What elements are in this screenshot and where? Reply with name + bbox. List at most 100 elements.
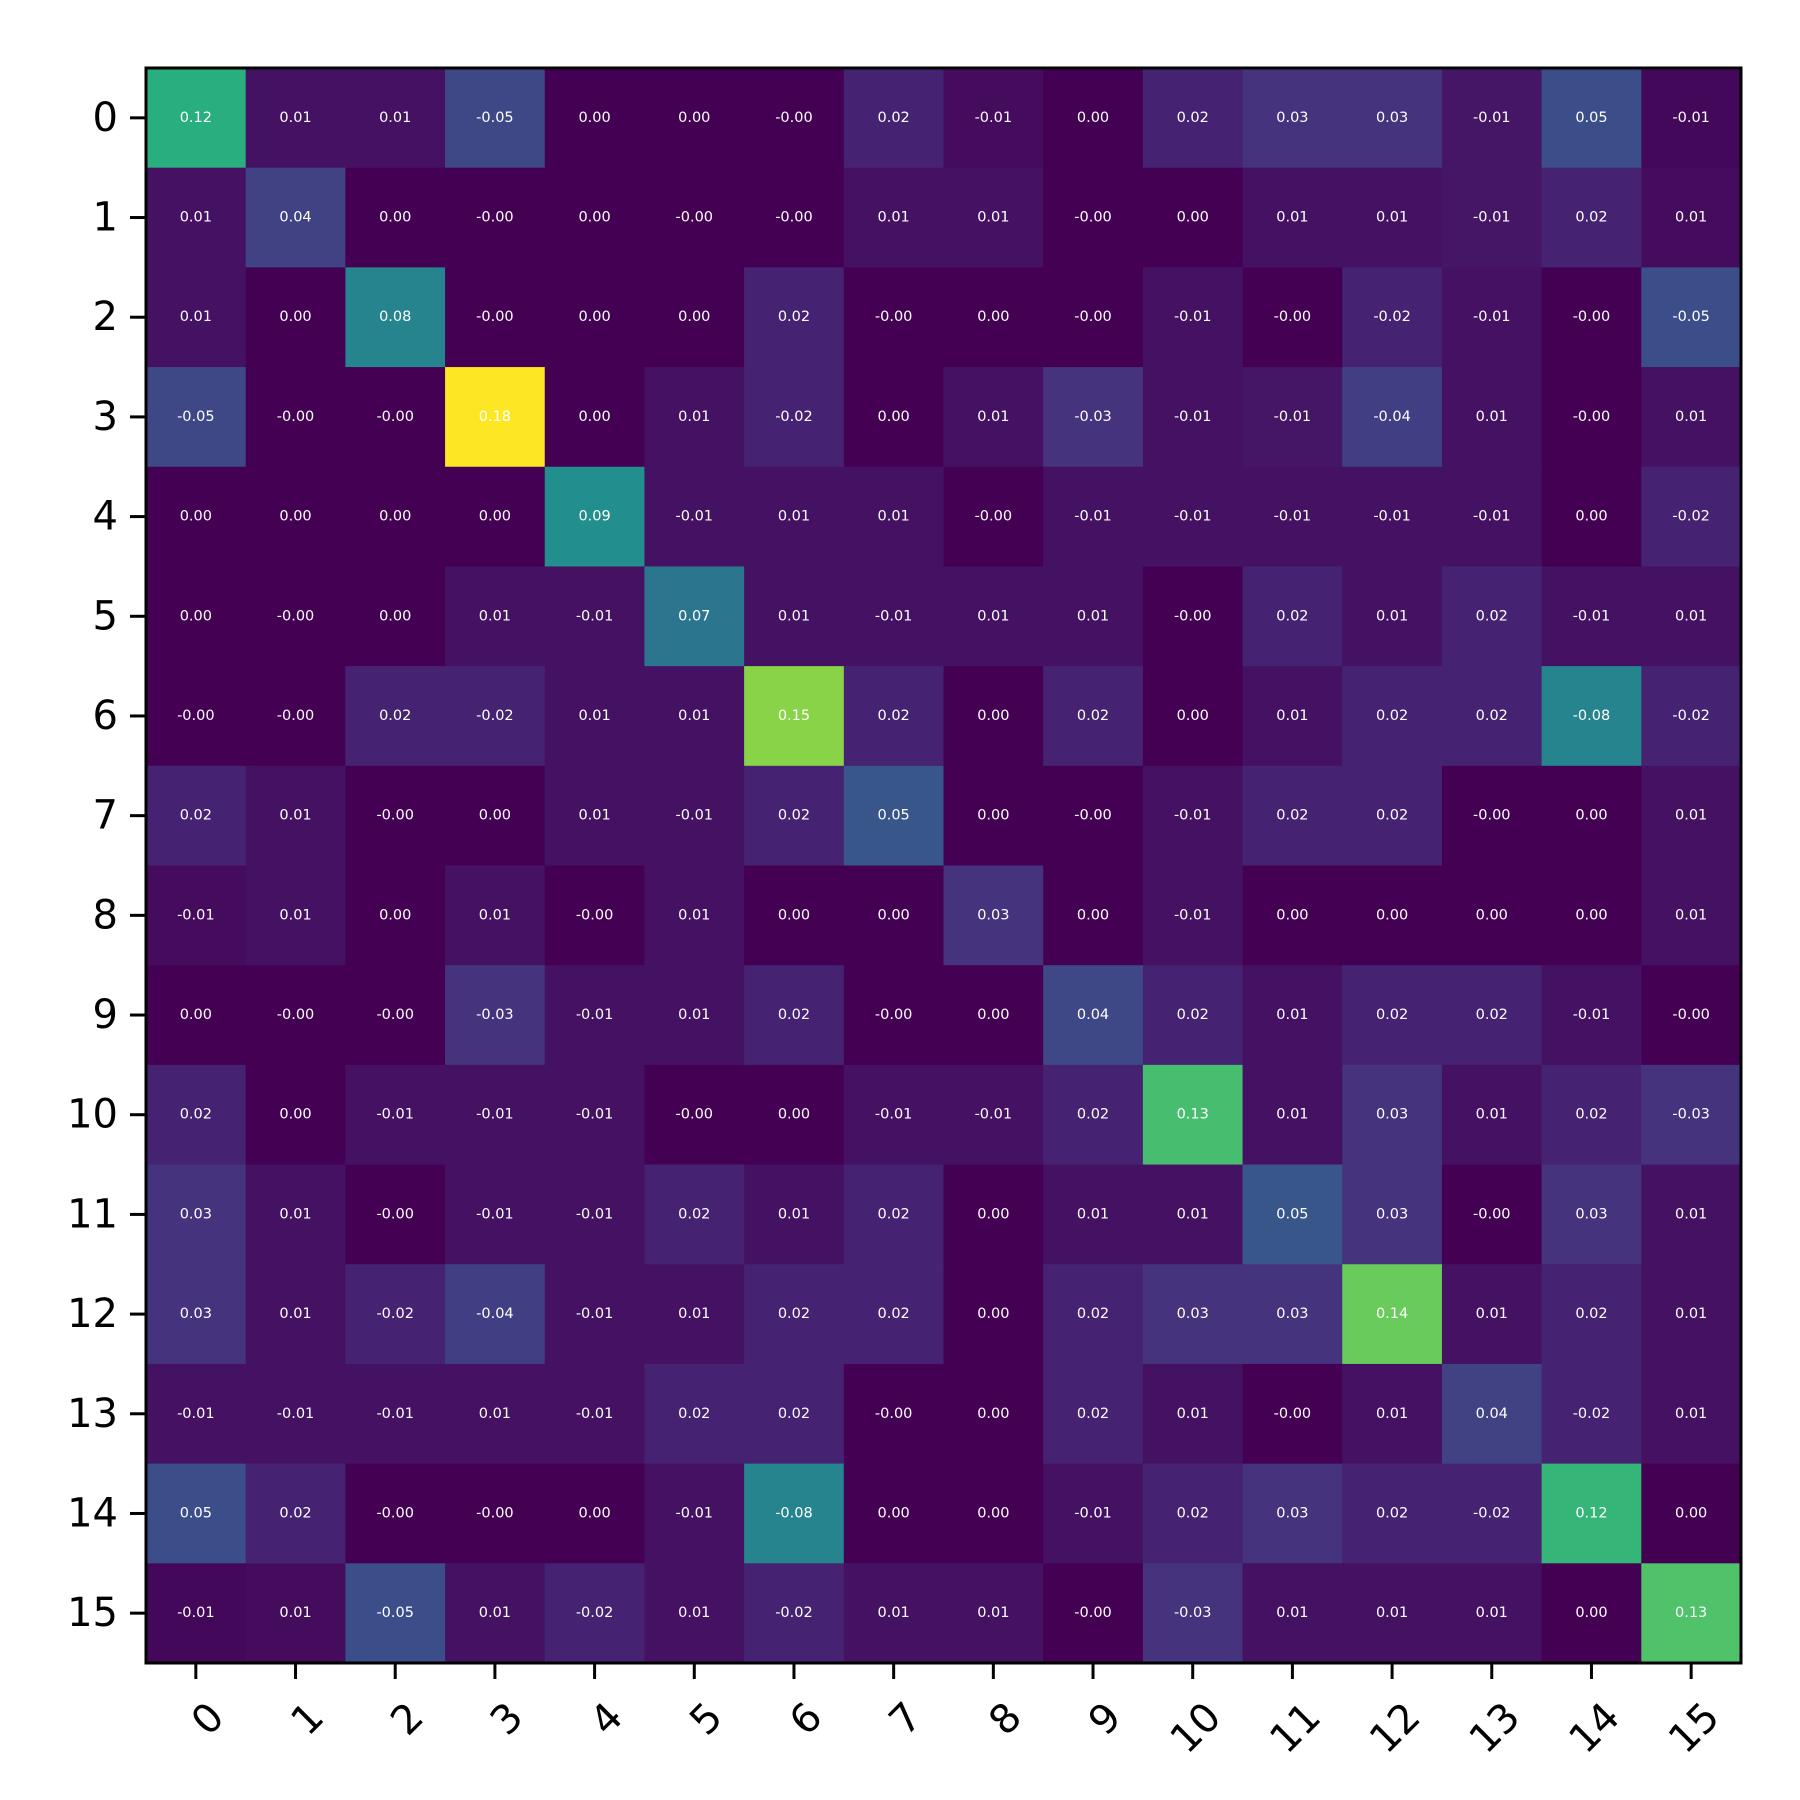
cell-value-label: -0.01 [177, 1406, 215, 1422]
cell-value-label: 0.02 [778, 1306, 810, 1322]
heatmap-cell [245, 1164, 346, 1265]
cell-value-label: 0.00 [1077, 110, 1109, 126]
heatmap-cell [1142, 566, 1244, 667]
cell-value-label: 0.01 [180, 210, 212, 226]
cell-value-label: -0.03 [1074, 409, 1112, 425]
heatmap-cell [744, 1563, 845, 1664]
cell-value-label: 0.03 [1276, 1306, 1308, 1322]
cell-value-label: -0.00 [376, 1206, 414, 1222]
heatmap-cell [445, 566, 546, 667]
cell-value-label: -0.01 [1473, 509, 1511, 525]
heatmap-cell [1342, 1064, 1443, 1166]
cell-value-label: 0.02 [878, 1206, 910, 1222]
heatmap-cell [1242, 1064, 1343, 1166]
heatmap-cell [1641, 765, 1742, 866]
heatmap-cell [1541, 1164, 1642, 1265]
y-tick-label: 7 [93, 793, 118, 839]
heatmap-cell [245, 1363, 346, 1465]
cell-value-label: -0.00 [277, 608, 315, 624]
heatmap-cell [544, 1264, 645, 1365]
cell-value-label: 0.00 [977, 1406, 1009, 1422]
heatmap-cell [1342, 1463, 1443, 1564]
heatmap-cell [1541, 765, 1642, 866]
heatmap-cell [544, 566, 645, 667]
heatmap-cell [1641, 68, 1742, 169]
heatmap-cell [1641, 1363, 1742, 1465]
heatmap-cell [1641, 167, 1742, 268]
x-tick-label: 3 [482, 1694, 533, 1745]
heatmap-cell [1043, 1563, 1144, 1664]
cell-value-label: -0.00 [376, 1007, 414, 1023]
heatmap-cell [843, 1463, 944, 1564]
cell-value-label: 0.01 [479, 1406, 511, 1422]
cell-value-label: -0.01 [576, 1406, 614, 1422]
heatmap-cell [1541, 367, 1642, 468]
heatmap-cell [744, 1363, 845, 1465]
cell-value-label: 0.04 [279, 210, 311, 226]
cell-value-label: -0.01 [1373, 509, 1411, 525]
cell-value-label: 0.01 [977, 608, 1009, 624]
y-tick-label: 15 [67, 1590, 118, 1636]
cell-value-label: -0.02 [576, 1605, 614, 1621]
heatmap-cell [1242, 666, 1343, 767]
cell-value-label: -0.00 [875, 1406, 913, 1422]
cell-value-label: 0.01 [1675, 907, 1707, 923]
cell-value-label: 0.02 [778, 808, 810, 824]
cell-value-label: -0.00 [476, 210, 514, 226]
heatmap-cell [1441, 765, 1543, 866]
heatmap-cell [644, 68, 745, 169]
heatmap-cell [1242, 865, 1343, 966]
heatmap-cell [1043, 865, 1144, 966]
cell-value-label: -0.05 [476, 110, 514, 126]
cell-value-label: 0.02 [1476, 608, 1508, 624]
heatmap-cell [843, 167, 944, 268]
heatmap-cell [445, 68, 546, 169]
cell-value-label: -0.01 [1174, 409, 1212, 425]
cell-value-label: 0.02 [180, 1107, 212, 1123]
heatmap-cell [1342, 466, 1443, 567]
heatmap-cell [744, 965, 845, 1066]
heatmap-cell [544, 666, 645, 767]
heatmap-cell [644, 1463, 745, 1564]
cell-value-label: 0.02 [1077, 1107, 1109, 1123]
heatmap-cell [1641, 1463, 1742, 1564]
heatmap-cell [544, 965, 645, 1066]
cell-value-label: 0.07 [678, 608, 710, 624]
heatmap-cell [1043, 1064, 1144, 1166]
heatmap-cell [445, 765, 546, 866]
cell-value-label: 0.01 [1675, 1406, 1707, 1422]
heatmap-cell [1142, 68, 1244, 169]
heatmap-cell [1242, 965, 1343, 1066]
heatmap-cell [843, 466, 944, 567]
cell-value-label: 0.01 [1675, 1206, 1707, 1222]
heatmap-cell [1242, 1463, 1343, 1564]
heatmap-cell [1242, 1563, 1343, 1664]
heatmap-cell [146, 965, 247, 1066]
heatmap-cell [943, 466, 1044, 567]
heatmap-cell [245, 367, 346, 468]
heatmap-cell [644, 1064, 745, 1166]
cell-value-label: 0.01 [778, 608, 810, 624]
heatmap-cell [445, 1363, 546, 1465]
heatmap-cell [146, 167, 247, 268]
x-tick-label: 5 [681, 1694, 732, 1745]
cell-value-label: 0.00 [678, 309, 710, 325]
heatmap-cell [1342, 1264, 1443, 1365]
cell-value-label: 0.13 [1675, 1605, 1707, 1621]
heatmap-cell [1142, 865, 1244, 966]
cell-value-label: 0.01 [1476, 1605, 1508, 1621]
heatmap-cell [744, 865, 845, 966]
heatmap-cell [644, 466, 745, 567]
heatmap-cell [1441, 1363, 1543, 1465]
cell-value-label: 0.01 [878, 1605, 910, 1621]
heatmap-cell [445, 267, 546, 368]
heatmap-cell [1043, 367, 1144, 468]
x-tick-label: 2 [382, 1694, 433, 1745]
heatmap-cell [943, 167, 1044, 268]
cell-value-label: 0.00 [1476, 907, 1508, 923]
heatmap-cell [1043, 1363, 1144, 1465]
cell-value-label: -0.00 [476, 309, 514, 325]
x-tick-label: 12 [1361, 1694, 1430, 1763]
cell-value-label: 0.01 [778, 509, 810, 525]
x-tick-label: 4 [582, 1694, 633, 1745]
